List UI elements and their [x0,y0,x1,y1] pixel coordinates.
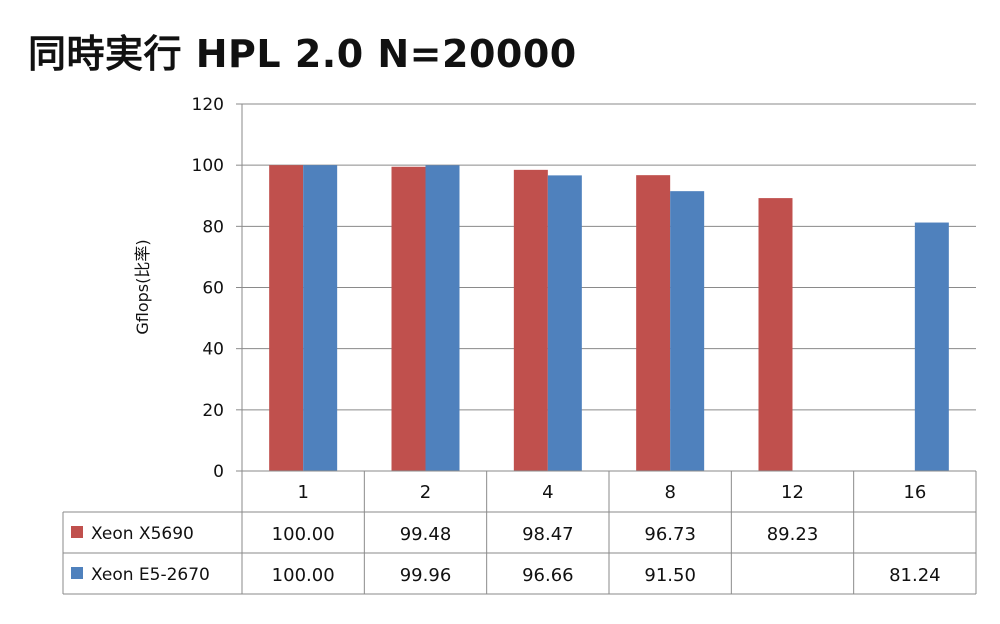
data-label: 100.00 [272,565,335,586]
data-label: 96.73 [644,524,696,545]
y-axis-label: Gflops(比率) [133,239,152,334]
bar-1-2 [547,175,582,471]
legend-label: Xeon E5-2670 [91,565,210,585]
legend-label: Xeon X5690 [91,524,194,544]
bar-0-4 [758,198,793,471]
y-tick-labels: 0 20 40 60 80 100 120 [192,95,224,482]
bar-1-1 [425,165,460,471]
legend-key-0 [71,526,83,538]
y-tick-label: 0 [213,462,224,482]
x-tick-label: 2 [420,482,431,503]
chart-title: 同時実行 HPL 2.0 N=20000 [28,32,577,76]
bar-1-0 [303,165,338,471]
bar-0-0 [269,165,304,471]
bar-1-5 [914,222,949,471]
x-tick-label: 12 [781,482,804,503]
data-label: 81.24 [889,565,941,586]
data-label: 98.47 [522,524,574,545]
x-tick-label: 1 [297,482,308,503]
y-tick-label: 100 [192,156,224,176]
data-label: 99.96 [400,565,452,586]
data-label: 100.00 [272,524,335,545]
y-tick-label: 120 [192,95,224,115]
data-label: 91.50 [644,565,696,586]
data-label: 96.66 [522,565,574,586]
data-label: 89.23 [767,524,819,545]
x-tick-label: 8 [664,482,675,503]
bar-0-3 [636,175,671,471]
x-tick-label: 4 [542,482,553,503]
bar-1-3 [670,191,705,471]
bar-0-1 [391,166,426,471]
legend-key-1 [71,567,83,579]
x-tick-label: 16 [903,482,926,503]
y-tick-label: 40 [202,340,224,360]
y-tick-label: 80 [202,217,224,237]
y-tick-label: 20 [202,401,224,421]
bar-0-2 [513,169,548,471]
axes [236,103,243,472]
gridlines [242,103,976,411]
data-label: 99.48 [400,524,452,545]
y-tick-label: 60 [202,279,224,299]
bars [269,165,949,471]
